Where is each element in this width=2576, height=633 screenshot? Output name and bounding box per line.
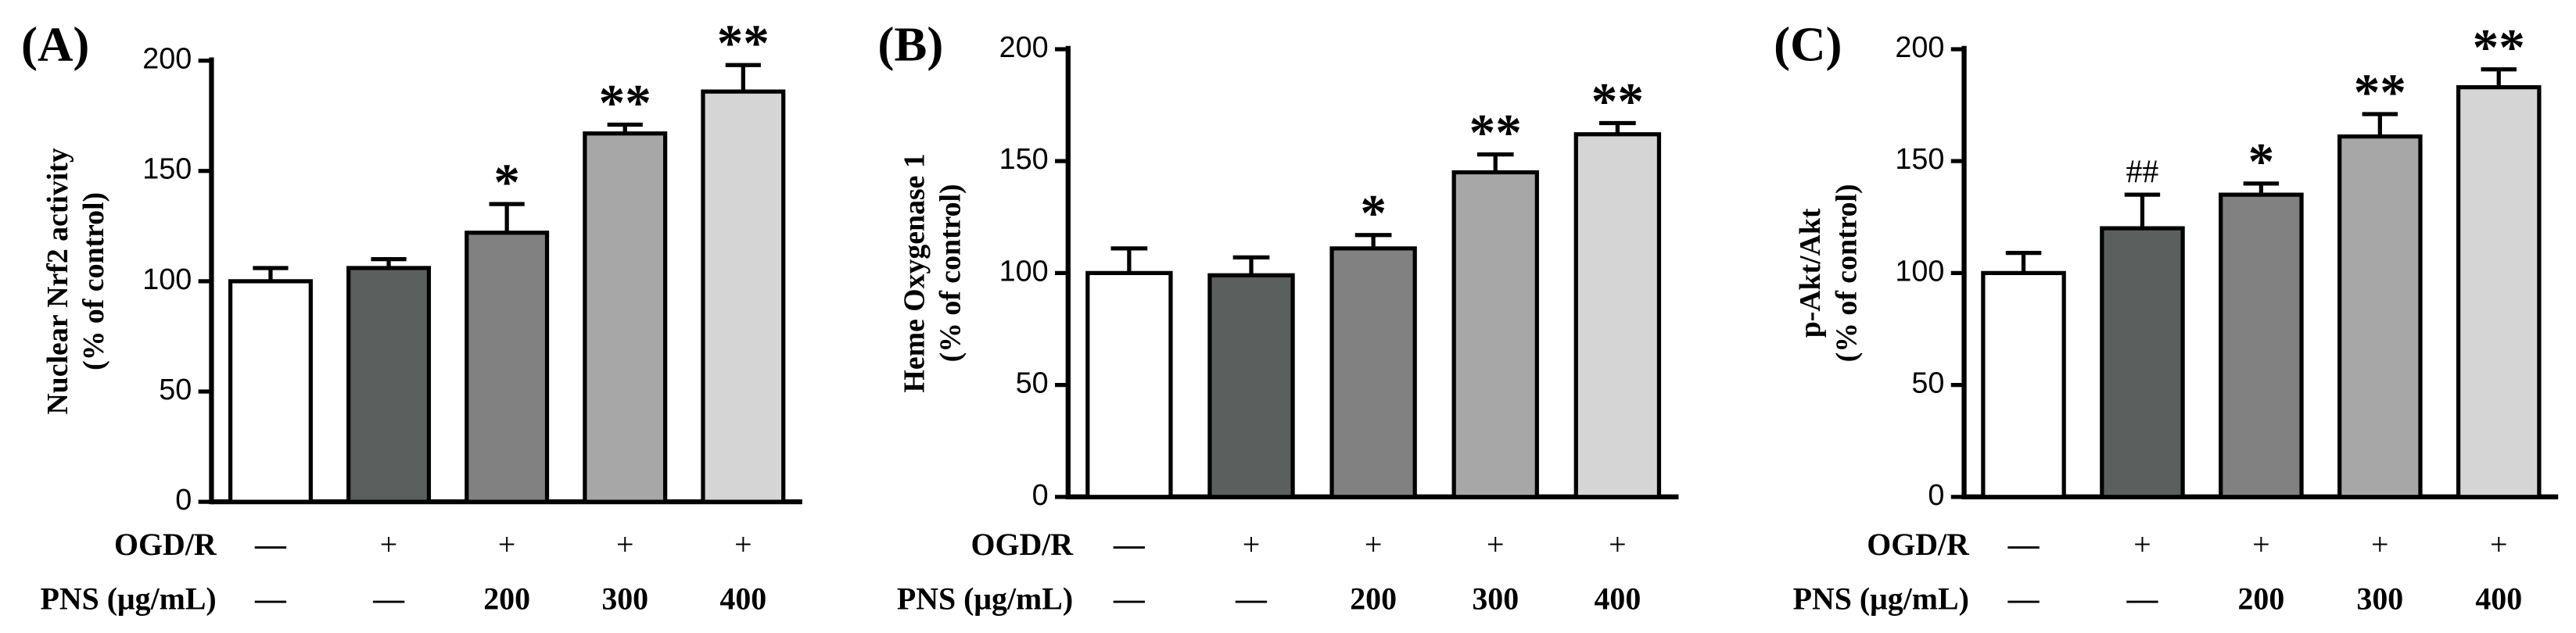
- bar: [1573, 132, 1662, 499]
- condition-label: PNS (μg/mL): [897, 581, 1073, 616]
- condition-value: —: [2007, 581, 2040, 616]
- condition-value: +: [616, 527, 633, 562]
- condition-value: +: [498, 527, 515, 562]
- significance-mark: **: [717, 14, 770, 73]
- y-tick-label: 150: [142, 153, 192, 186]
- y-tick-label: 100: [1895, 255, 1944, 288]
- bar: [1207, 273, 1295, 499]
- significance-mark: **: [2473, 18, 2525, 77]
- condition-value: 400: [2475, 581, 2522, 616]
- condition-value: —: [1113, 581, 1146, 616]
- y-tick-label: 200: [142, 43, 192, 76]
- significance-mark: **: [1591, 72, 1644, 131]
- bar: [465, 231, 550, 504]
- bar: [2100, 226, 2185, 499]
- y-tick-label: 150: [999, 143, 1049, 176]
- condition-value: +: [734, 527, 752, 562]
- condition-value: +: [2252, 527, 2269, 562]
- y-tick-label: 200: [999, 31, 1049, 64]
- bar: [2219, 192, 2304, 499]
- condition-value: +: [2371, 527, 2388, 562]
- condition-value: 200: [1350, 581, 1397, 616]
- bar: [346, 266, 432, 504]
- condition-value: —: [2007, 527, 2040, 562]
- panel-label: (B): [877, 16, 943, 71]
- condition-value: +: [2133, 527, 2151, 562]
- significance-mark: **: [1469, 103, 1522, 162]
- y-tick-label: 50: [1911, 367, 1944, 400]
- bar: [2456, 85, 2542, 499]
- condition-label: OGD/R: [970, 527, 1074, 562]
- condition-value: —: [1113, 527, 1146, 562]
- y-axis-label: (% of control): [935, 184, 967, 362]
- condition-value: 300: [2356, 581, 2403, 616]
- condition-value: —: [2126, 581, 2159, 616]
- bar: [1981, 270, 2066, 499]
- bar: [1451, 170, 1539, 499]
- condition-value: —: [254, 527, 287, 562]
- y-tick-label: 0: [175, 484, 192, 517]
- condition-value: +: [1487, 527, 1504, 562]
- condition-value: 300: [1472, 581, 1519, 616]
- condition-value: +: [1243, 527, 1260, 562]
- y-axis-label: (% of control): [1830, 184, 1863, 362]
- significance-mark: **: [2354, 63, 2406, 121]
- condition-value: 400: [719, 581, 766, 616]
- y-tick-label: 200: [1895, 31, 1944, 64]
- significance-mark: ##: [2126, 155, 2158, 191]
- condition-value: +: [1609, 527, 1626, 562]
- condition-label: PNS (μg/mL): [41, 581, 217, 616]
- y-axis-label: p-Akt/Akt: [1794, 208, 1827, 338]
- y-tick-label: 100: [999, 255, 1049, 288]
- significance-mark: *: [1360, 184, 1387, 242]
- condition-value: —: [1235, 581, 1268, 616]
- condition-value: 200: [2237, 581, 2284, 616]
- panel-label: (A): [21, 16, 89, 71]
- bar: [2337, 134, 2423, 499]
- y-axis-label: (% of control): [77, 192, 110, 370]
- panel-label: (C): [1774, 16, 1842, 71]
- bar: [583, 131, 668, 504]
- y-tick-label: 0: [1032, 479, 1049, 512]
- y-axis-label: Nuclear Nrf2 activity: [41, 148, 74, 414]
- condition-value: 400: [1594, 581, 1641, 616]
- condition-value: 300: [601, 581, 648, 616]
- significance-mark: **: [599, 73, 651, 132]
- y-axis-label: Heme Oxygenase 1: [898, 153, 931, 392]
- condition-label: PNS (μg/mL): [1793, 581, 1969, 616]
- significance-mark: *: [2248, 132, 2275, 191]
- bar: [1085, 270, 1173, 499]
- y-tick-label: 0: [1928, 479, 1944, 512]
- y-tick-label: 150: [1895, 143, 1944, 176]
- condition-value: —: [372, 581, 405, 616]
- significance-mark: *: [493, 153, 520, 212]
- condition-value: —: [254, 581, 287, 616]
- bar: [1329, 246, 1417, 499]
- condition-value: 200: [483, 581, 530, 616]
- condition-label: OGD/R: [1867, 527, 1970, 562]
- condition-label: OGD/R: [114, 527, 217, 562]
- condition-value: +: [2490, 527, 2507, 562]
- condition-value: +: [380, 527, 397, 562]
- y-tick-label: 100: [142, 263, 192, 296]
- bar: [701, 89, 786, 504]
- y-tick-label: 50: [1016, 367, 1049, 400]
- y-tick-label: 50: [159, 374, 192, 406]
- bar: [228, 279, 313, 504]
- condition-value: +: [1365, 527, 1382, 562]
